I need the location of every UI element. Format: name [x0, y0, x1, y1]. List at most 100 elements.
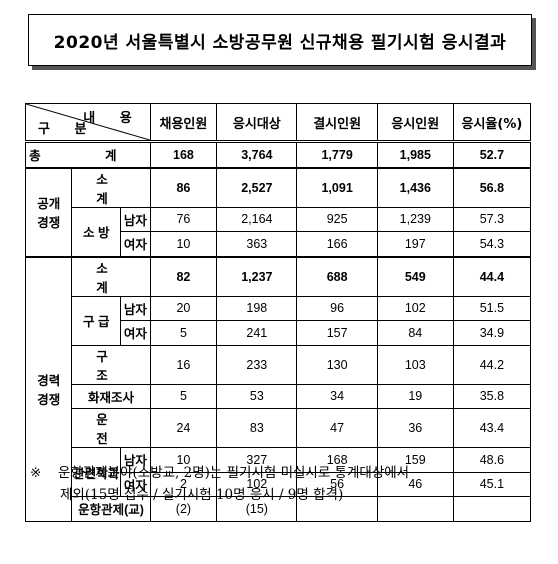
table-row: 화재조사 5 53 34 19 35.8 — [26, 383, 532, 409]
table-cell: 47 — [296, 408, 378, 448]
row-label: 관련학과 — [71, 447, 122, 497]
table-cell: 76 — [149, 206, 218, 232]
table-cell: 10 — [149, 447, 218, 473]
row-label: 화재조사 — [71, 383, 151, 409]
table-cell: 51.5 — [452, 295, 532, 321]
table-row: 소 방 남자 76 2,164 925 1,239 57.3 — [26, 206, 532, 257]
table-cell: 197 — [376, 231, 454, 257]
table-cell: 688 — [296, 255, 378, 297]
results-table: 내 용 구 분 채용인원 응시대상 결시인원 응시인원 응시율(%) 총 계 1… — [24, 103, 532, 522]
footnote: ※ 운항관제분야(소방교, 2명)는 필기시험 미실시로 통계대상에서 제외(15… — [30, 462, 540, 506]
table-cell: 1,239 — [376, 206, 454, 232]
table-cell: 34.9 — [452, 320, 532, 346]
table-cell: 1,436 — [376, 166, 454, 208]
table-cell: 5 — [149, 320, 218, 346]
table-cell: 363 — [216, 231, 298, 257]
table-cell — [376, 496, 454, 522]
table-cell: 86 — [149, 166, 218, 208]
table-cell: 168 — [149, 141, 218, 168]
gender-label: 남자 — [120, 295, 151, 321]
total-row: 총 계 168 3,764 1,779 1,985 52.7 — [25, 141, 532, 168]
table-cell: 83 — [216, 408, 298, 448]
table-cell: 44.4 — [452, 255, 532, 297]
table-cell: 233 — [216, 344, 298, 385]
table-row: 여자 2 102 56 46 45.1 — [26, 471, 532, 497]
table-cell: 1,779 — [296, 141, 378, 168]
header-row: 내 용 구 분 채용인원 응시대상 결시인원 응시인원 응시율(%) — [25, 103, 532, 143]
table-cell: 1,985 — [376, 141, 454, 168]
table-cell: 56.8 — [452, 166, 532, 208]
table-cell — [296, 496, 378, 522]
col-header-absent: 결시인원 — [296, 103, 378, 143]
row-label: 소 방 — [71, 206, 122, 257]
group-label-open: 공개 경쟁 — [24, 166, 73, 257]
table-cell: (15) — [216, 496, 298, 522]
row-label: 소 계 — [71, 166, 151, 208]
gender-label: 여자 — [120, 231, 151, 257]
table-cell: 82 — [149, 255, 218, 297]
header-diag-top: 내 용 — [83, 111, 142, 126]
table-cell: 20 — [149, 295, 218, 321]
table-cell: 44.2 — [452, 344, 532, 385]
table-cell: 198 — [216, 295, 298, 321]
note-line-2: 제외(15명 접수 / 실기시험 10명 응시 / 9명 합격) — [60, 487, 344, 503]
table-cell: 36 — [376, 408, 454, 448]
table-cell: 3,764 — [216, 141, 298, 168]
table-row: 구 급 남자 20 198 96 102 51.5 — [26, 295, 532, 346]
group-label-career: 경력 경쟁 — [24, 255, 73, 522]
table-cell: 10 — [149, 231, 218, 257]
col-header-hired: 채용인원 — [149, 103, 218, 143]
table-cell: 24 — [149, 408, 218, 448]
table-cell: 19 — [376, 383, 454, 409]
page-title: 2020년 서울특별시 소방공무원 신규채용 필기시험 응시결과 — [28, 14, 532, 66]
table-row: 경력 경쟁 소 계 82 1,237 688 549 44.4 — [24, 255, 532, 522]
table-cell: 327 — [216, 447, 298, 473]
row-label: 소 계 — [71, 255, 151, 297]
table-cell: 34 — [296, 383, 378, 409]
table-row: 여자 5 241 157 84 34.9 — [26, 320, 532, 346]
table-cell: 43.4 — [452, 408, 532, 448]
table-cell: 549 — [376, 255, 454, 297]
gender-label: 남자 — [120, 206, 151, 232]
table-cell: 157 — [296, 320, 378, 346]
row-label: 구 급 — [71, 295, 122, 346]
table-cell: 166 — [296, 231, 378, 257]
table-row: 여자 10 363 166 197 54.3 — [26, 231, 532, 257]
table-cell: 16 — [149, 344, 218, 385]
diagonal-line — [26, 104, 150, 140]
table-cell: 925 — [296, 206, 378, 232]
table-cell: 102 — [376, 295, 454, 321]
table-row: 공개 경쟁 소 계 86 2,527 1,091 1,436 56.8 — [24, 166, 532, 257]
table-cell: 52.7 — [452, 141, 532, 168]
note-line-1: 운항관제분야(소방교, 2명)는 필기시험 미실시로 통계대상에서 — [58, 465, 410, 481]
table-cell: 53 — [216, 383, 298, 409]
table-cell: 1,091 — [296, 166, 378, 208]
table-cell: 5 — [149, 383, 218, 409]
table-cell: 1,237 — [216, 255, 298, 297]
table-cell: 96 — [296, 295, 378, 321]
table-cell: 2 — [149, 471, 218, 497]
row-label: 운항관제(교) — [71, 496, 151, 522]
table-cell: 54.3 — [452, 231, 532, 257]
table-cell: (2) — [149, 496, 218, 522]
col-header-attended: 응시인원 — [376, 103, 454, 143]
table-row: 운 전 24 83 47 36 43.4 — [26, 408, 532, 448]
table-cell: 103 — [376, 344, 454, 385]
row-label: 운 전 — [71, 408, 151, 448]
total-label: 총 계 — [25, 141, 151, 168]
table-cell: 168 — [296, 447, 378, 473]
col-header-eligible: 응시대상 — [216, 103, 298, 143]
col-header-rate: 응시율(%) — [452, 103, 532, 143]
header-diag-bottom: 구 분 — [38, 122, 97, 137]
diagonal-header-cell: 내 용 구 분 — [25, 103, 151, 143]
table-row: 운항관제(교) (2) (15) — [26, 496, 532, 522]
table-cell: 130 — [296, 344, 378, 385]
table-cell: 35.8 — [452, 383, 532, 409]
table-cell: 57.3 — [452, 206, 532, 232]
table-cell: 241 — [216, 320, 298, 346]
table-cell: 2,527 — [216, 166, 298, 208]
note-mark: ※ — [30, 465, 42, 481]
table-cell: 48.6 — [452, 447, 532, 473]
table-row: 구 조 16 233 130 103 44.2 — [26, 344, 532, 385]
gender-label: 여자 — [120, 320, 151, 346]
